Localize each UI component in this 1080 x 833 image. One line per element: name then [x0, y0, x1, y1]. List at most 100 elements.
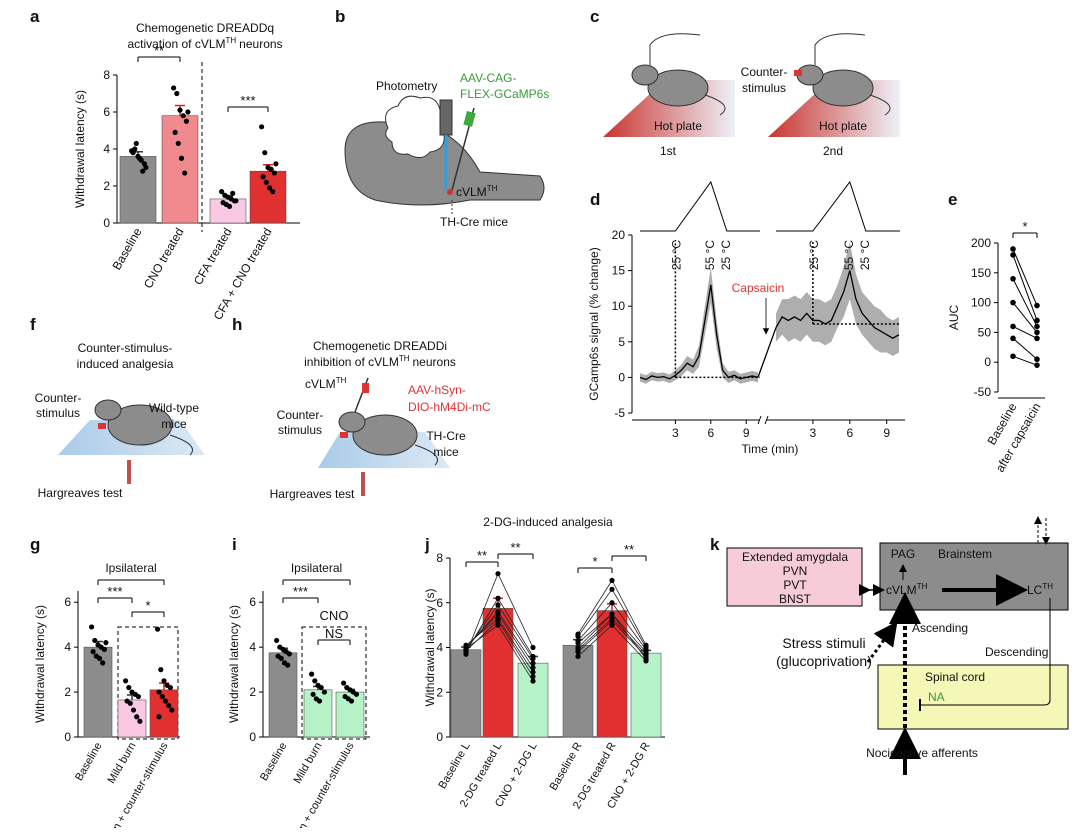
bar [249, 170, 287, 224]
data-point [575, 653, 581, 660]
data-point [530, 669, 536, 675]
superscript: TH [1042, 582, 1053, 591]
data-point [172, 129, 178, 135]
box-brainstem [879, 542, 1069, 611]
panel-letter: b [335, 7, 345, 26]
pair-line [465, 624, 499, 649]
temperature-ramp [640, 180, 760, 232]
data-point [174, 90, 180, 97]
data-point [183, 118, 189, 124]
data-point [1010, 252, 1016, 258]
data-point [609, 618, 615, 624]
x-tick-label: 9 [883, 426, 890, 440]
pair-line [577, 620, 613, 653]
y-tick-label: 100 [971, 296, 991, 310]
data-point [463, 646, 469, 652]
data-point [219, 188, 225, 195]
label: Counter-stimulus- [78, 341, 173, 355]
virus [463, 110, 476, 127]
label-part: cVLM [456, 185, 487, 199]
data-point [495, 622, 501, 628]
data-point [134, 714, 140, 720]
label: Hargreaves test [38, 486, 123, 500]
mouse [647, 69, 709, 107]
pair-line [465, 618, 499, 646]
temperature-label: 55 °C [842, 240, 856, 270]
mouse-head [338, 411, 366, 433]
pair-line [577, 618, 613, 651]
x-tick-label: Mild burn [292, 741, 325, 786]
x-tick-label: CFA treated [191, 226, 235, 288]
data-point [166, 702, 172, 709]
box-amygdala [726, 547, 863, 607]
title-part: activation of cVLM [127, 37, 225, 51]
data-point [263, 179, 269, 185]
mouse [812, 69, 874, 107]
panel-letter: e [948, 190, 957, 209]
y-axis-label: Withdrawal latency (s) [423, 588, 437, 706]
panel-letter: i [232, 535, 237, 554]
bar [268, 652, 298, 738]
significance: CNO [320, 608, 349, 623]
title-part: neurons [239, 37, 282, 51]
label: AAV-hSyn- [408, 383, 466, 397]
y-axis-label: Withdrawal latency (s) [33, 605, 47, 723]
data-point [530, 673, 536, 680]
label: cVLMTH [305, 376, 347, 391]
y-tick-label: -50 [974, 385, 992, 399]
y-tick-label: 0 [249, 730, 256, 744]
data-point [103, 640, 109, 646]
data-point [609, 577, 615, 583]
data-point [1010, 335, 1016, 342]
pair-line [497, 613, 534, 668]
temperature-label: 25 °C [858, 240, 872, 270]
y-tick-label: 20 [612, 228, 626, 242]
label-part: LC [1027, 583, 1043, 597]
data-point [273, 161, 279, 167]
data-point [259, 124, 265, 130]
data-point [318, 684, 324, 691]
x-tick-label: Baseline L [437, 741, 473, 791]
superscript: TH [399, 354, 410, 363]
y-tick-label: 200 [971, 236, 991, 250]
stimulus-clip [340, 432, 348, 438]
data-point [285, 662, 291, 668]
label: PVT [783, 578, 807, 592]
panel-letters: a b c d e f h g i j k [30, 7, 957, 554]
superscript: TH [917, 582, 928, 591]
data-point [167, 684, 173, 691]
pair-line [1012, 337, 1038, 360]
data-point [495, 618, 501, 624]
x-tick-label: Baseline [109, 225, 144, 272]
panel-letter: j [424, 535, 430, 554]
pair-line [611, 613, 647, 659]
data-point [286, 651, 292, 657]
label: Photometry [376, 79, 437, 93]
bar [161, 115, 199, 224]
y-tick-label: 15 [612, 264, 626, 278]
pair-line [465, 613, 499, 648]
arrow [866, 621, 898, 663]
data-point [127, 700, 133, 706]
mouse-tail [869, 94, 891, 116]
data-point [162, 698, 169, 704]
data-point [530, 644, 536, 651]
y-tick-label: 0 [436, 730, 443, 744]
data-point [1034, 335, 1040, 342]
data-point [353, 691, 359, 697]
data-point [1034, 302, 1040, 309]
data-point [495, 571, 501, 577]
bar [630, 652, 662, 738]
data-point [341, 680, 347, 686]
label: mice [433, 445, 459, 459]
label: Wild-type [149, 401, 199, 415]
data-point [178, 155, 185, 161]
data-point [158, 667, 164, 673]
y-tick-label: 10 [612, 299, 626, 313]
pair-line [497, 598, 534, 657]
data-point [575, 649, 581, 655]
panel-letter: d [590, 190, 600, 209]
significance: * [592, 554, 597, 569]
significance: ** [624, 542, 634, 557]
